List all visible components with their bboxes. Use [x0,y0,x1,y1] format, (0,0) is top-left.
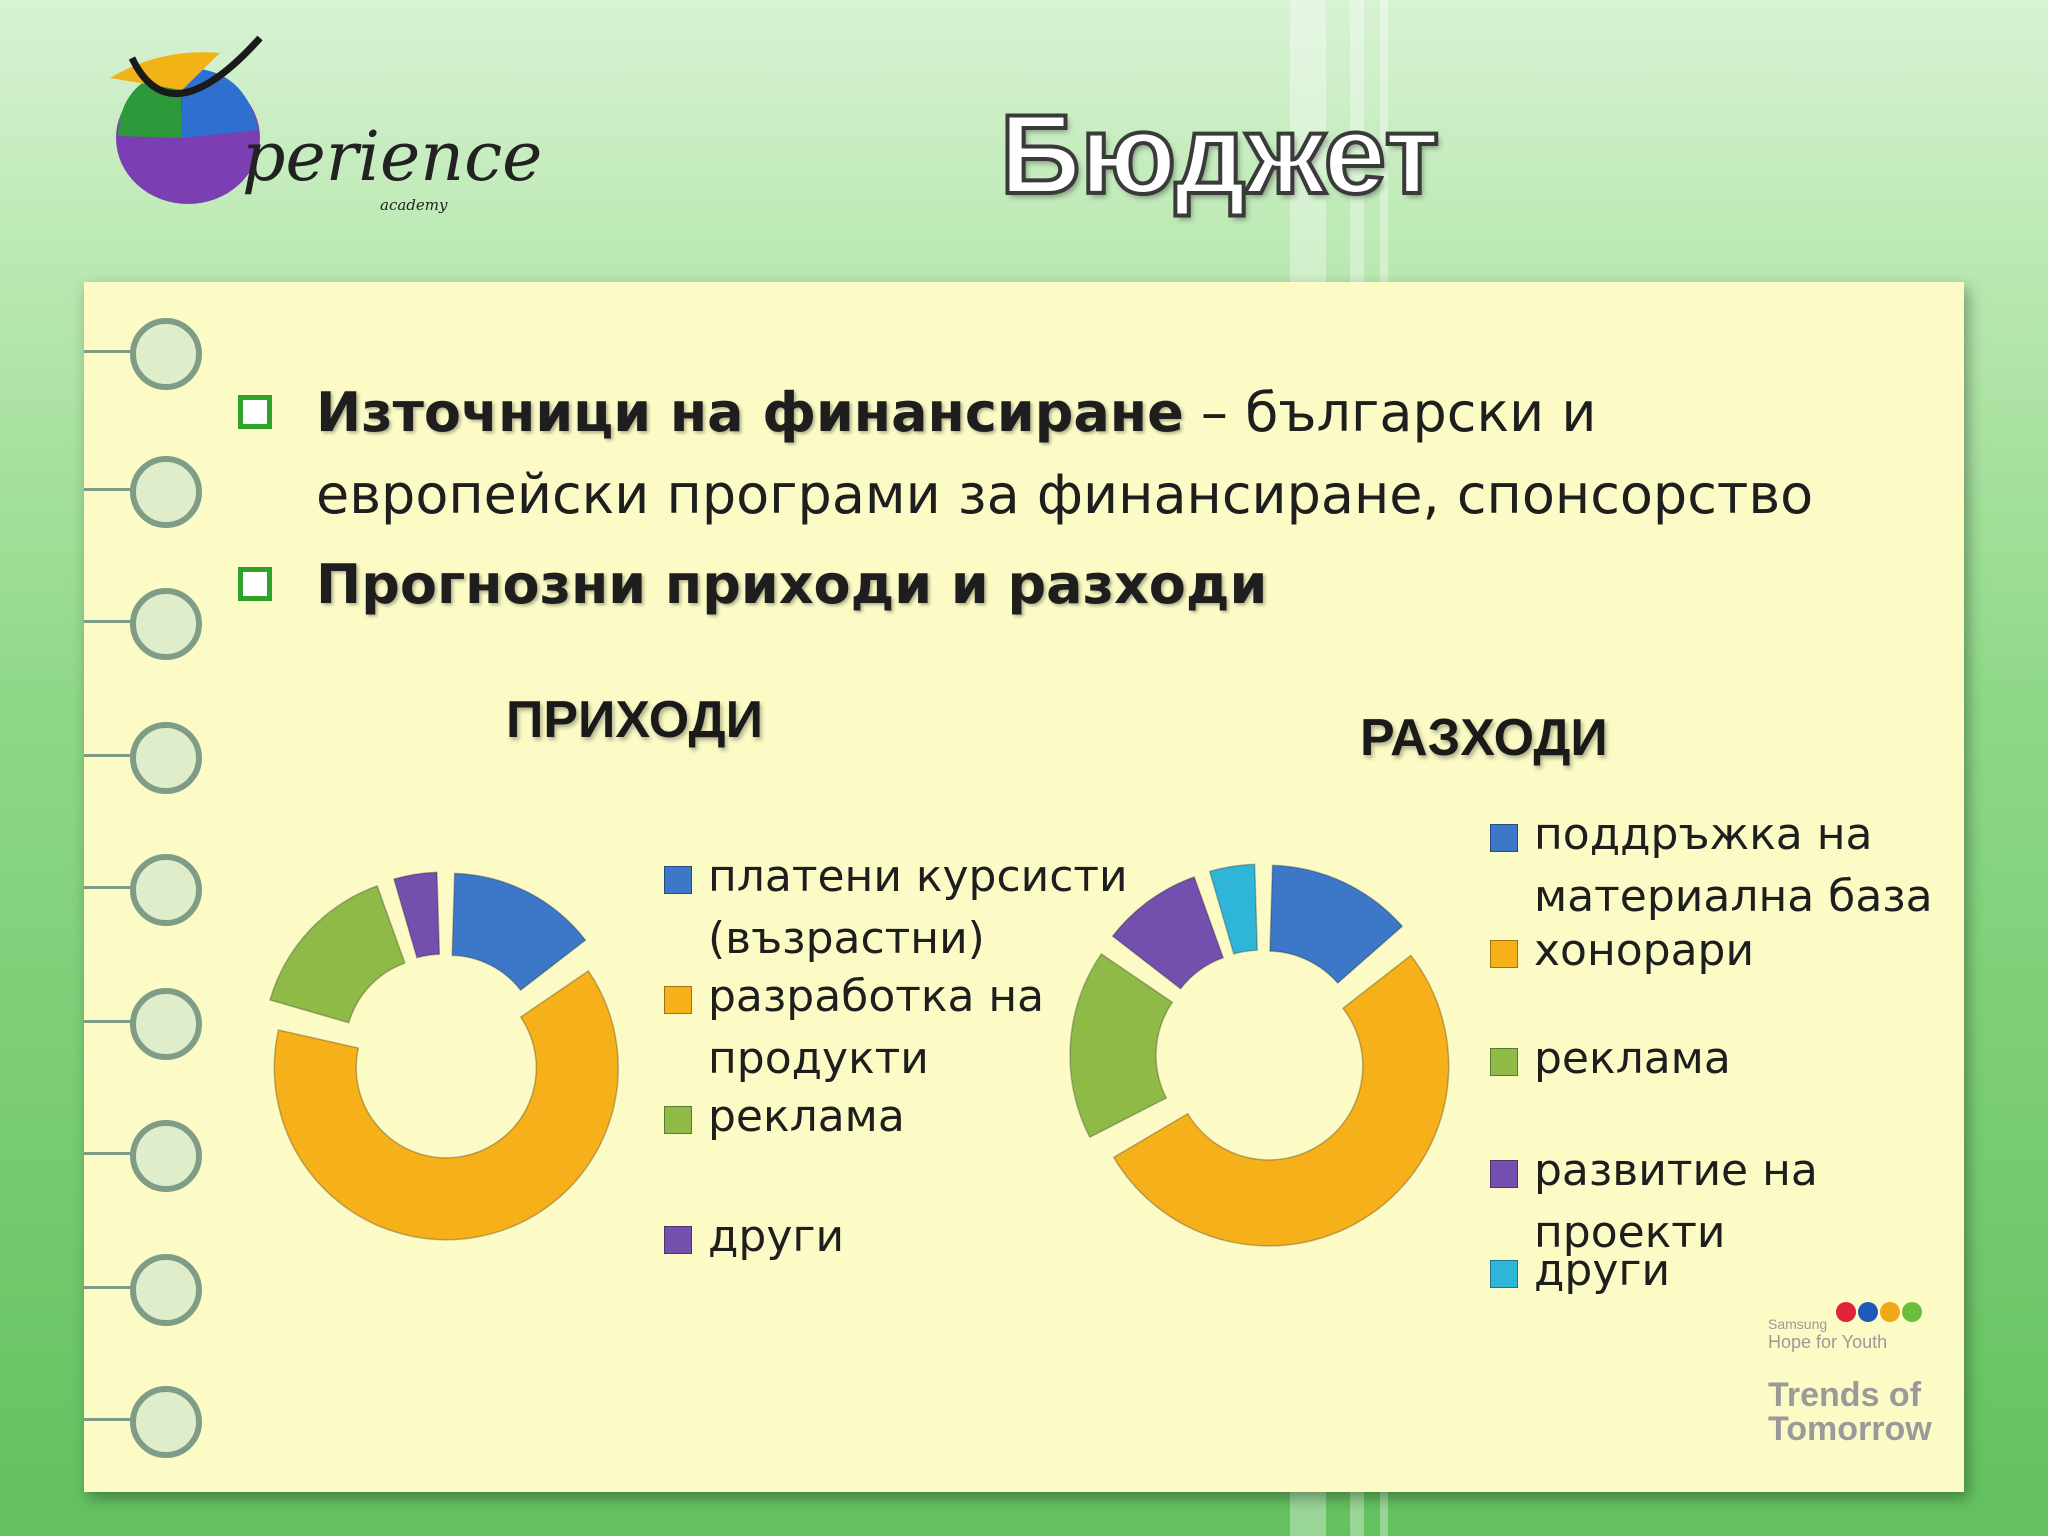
bullet-text: – български и европейски програми за фин… [316,381,1814,526]
logo-word: perience [242,118,543,197]
ring-bar [84,1286,134,1289]
legend-label: развитие на проекти [1534,1145,1818,1258]
bullet-item: Прогнозни приходи и разходи [236,544,1916,626]
donut-slice [1269,864,1404,985]
donut-slice [269,884,406,1024]
income-donut-chart [269,871,619,1241]
legend-swatch [1490,1160,1518,1188]
ring-bar [84,754,134,757]
ring [130,456,202,528]
legend-label: разработка на продукти [708,971,1045,1084]
ring [130,318,202,390]
square-bullet-icon [238,395,272,429]
legend-label: платени курсисти (възрастни) [708,851,1128,964]
legend-item: реклама [664,1086,905,1148]
ring-bar [84,350,134,353]
ring-bar [84,1152,134,1155]
ring [130,1254,202,1326]
legend-label: реклама [1534,1033,1731,1084]
legend-item: хонорари [1490,920,1754,982]
ring-bar [84,1020,134,1023]
ring [130,1120,202,1192]
legend-label: други [708,1211,845,1262]
legend-item: разработка на продукти [664,966,1048,1090]
logo-mark [110,35,263,204]
slide-title: Бюджет [998,90,1441,219]
donut-slice [1111,875,1225,990]
ring [130,722,202,794]
legend-swatch [1490,1048,1518,1076]
donut-slice [1208,863,1259,955]
ring-bar [84,488,134,491]
legend-label: други [1534,1245,1671,1296]
sponsor-logo-icon [1836,1302,1922,1322]
square-bullet-icon [238,567,272,601]
ring [130,588,202,660]
legend-label: хонорари [1534,925,1755,976]
bullet-list: Източници на финансиране – български и е… [236,372,1916,634]
legend-label: реклама [708,1091,905,1142]
legend-swatch [664,986,692,1014]
bullet-item: Източници на финансиране – български и е… [236,372,1916,536]
donut-slice [273,969,619,1241]
legend-item: реклама [1490,1028,1731,1090]
legend-swatch [664,866,692,894]
legend-item: развитие на проекти [1490,1140,1834,1264]
legend-swatch [1490,940,1518,968]
ring [130,1386,202,1458]
ring-bar [84,886,134,889]
legend-swatch [664,1106,692,1134]
donut-slice [451,872,587,992]
badge-line-2: Hope for Youth [1768,1332,1888,1352]
expense-chart-title: РАЗХОДИ [1360,709,1608,767]
legend-swatch [1490,824,1518,852]
donut-slice [392,871,441,959]
legend-swatch [664,1226,692,1254]
legend-item: платени курсисти (възрастни) [664,846,1128,970]
ring [130,854,202,926]
ring-bar [84,620,134,623]
bullet-highlight: Прогнозни приходи и разходи [316,553,1268,616]
ring [130,988,202,1060]
expense-donut-chart [1069,863,1450,1247]
legend-item: поддръжка на материална база [1490,804,1954,928]
legend-label: поддръжка на материална база [1534,809,1933,922]
ring-bar [84,1418,134,1421]
legend-item: други [664,1206,844,1268]
badge-line-1: Samsung [1768,1316,1828,1332]
logo-sub: academy [380,196,448,214]
donut-slice [1112,954,1450,1247]
logo: perience academy [70,18,542,218]
badge-line-3: Trends of Tomorrow [1768,1376,1932,1448]
legend-swatch [1490,1260,1518,1288]
bullet-highlight: Източници на финансиране [316,381,1184,444]
income-chart-title: ПРИХОДИ [506,691,763,749]
sponsor-badge: Samsung Hope for Youth Trends of Tomorro… [1766,1298,1932,1448]
donut-slice [1069,952,1174,1139]
legend-item: други [1490,1240,1670,1302]
